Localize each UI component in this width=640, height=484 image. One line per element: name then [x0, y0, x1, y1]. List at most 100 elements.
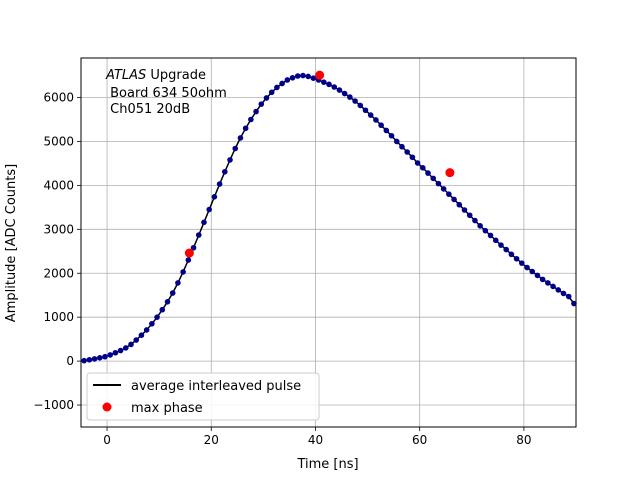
pulse-data-point: [560, 290, 567, 297]
pulse-data-point: [201, 219, 207, 226]
x-tick-label: 40: [308, 433, 323, 447]
pulse-data-point: [175, 280, 181, 286]
pulse-data-point: [310, 75, 317, 82]
annotation-line1: Upgrade: [146, 68, 206, 83]
pulse-data-point: [378, 122, 384, 129]
pulse-data-point: [289, 74, 296, 81]
svg-text:ATLAS Upgrade: ATLAS Upgrade: [105, 68, 206, 83]
pulse-data-point: [362, 107, 369, 114]
pulse-data-point: [341, 90, 348, 97]
pulse-data-point: [279, 80, 285, 87]
pulse-data-point: [248, 116, 254, 123]
pulse-data-point: [487, 232, 494, 239]
max-phase-point: [315, 70, 325, 80]
pulse-data-point: [211, 194, 218, 200]
pulse-data-point: [81, 357, 87, 364]
pulse-data-point: [263, 95, 270, 101]
pulse-data-point: [456, 201, 463, 208]
pulse-data-point: [96, 355, 103, 361]
pulse-data-point: [420, 165, 426, 171]
pulse-data-point: [550, 283, 556, 290]
pulse-data-point: [232, 145, 239, 152]
pulse-data-point: [305, 73, 311, 80]
pulse-data-point: [571, 300, 577, 307]
pulse-data-point: [409, 154, 416, 161]
pulse-data-point: [519, 260, 525, 266]
pulse-data-point: [300, 72, 306, 79]
pulse-data-point: [555, 287, 562, 293]
pulse-data-point: [258, 101, 265, 107]
pulse-data-point: [352, 98, 358, 104]
pulse-data-point: [185, 257, 192, 263]
y-tick-label: 5000: [43, 134, 74, 148]
pulse-data-point: [446, 191, 452, 197]
pulse-data-point: [472, 217, 478, 224]
pulse-data-point: [565, 293, 572, 300]
legend-label-max-phase: max phase: [131, 401, 203, 416]
pulse-data-point: [482, 227, 489, 234]
pulse-data-point: [357, 102, 364, 109]
pulse-data-point: [284, 77, 291, 83]
y-tick-label: 1000: [43, 310, 74, 324]
x-tick-label: 0: [103, 433, 111, 447]
pulse-data-point: [534, 272, 541, 279]
pulse-data-point: [294, 73, 301, 79]
pulse-data-point: [367, 112, 374, 118]
pulse-data-point: [347, 94, 353, 100]
pulse-data-point: [195, 232, 202, 238]
pulse-data-point: [268, 89, 275, 96]
annotation-italic: ATLAS: [105, 68, 146, 83]
x-axis-label: Time [ns]: [296, 457, 358, 472]
max-phase-point: [184, 248, 194, 258]
pulse-data-point: [388, 132, 395, 139]
pulse-data-point: [529, 268, 536, 275]
pulse-data-point: [414, 160, 421, 166]
pulse-data-point: [430, 175, 437, 182]
marker-layer: [81, 70, 577, 364]
pulse-data-point: [331, 84, 338, 90]
x-tick-label: 80: [516, 433, 531, 447]
pulse-data-point: [451, 196, 457, 203]
pulse-data-point: [159, 306, 166, 313]
pulse-data-point: [222, 168, 228, 175]
pulse-data-point: [326, 81, 332, 88]
pulse-data-point: [503, 246, 509, 253]
pulse-data-point: [466, 212, 473, 219]
pulse-data-point: [440, 186, 447, 192]
pulse-data-point: [404, 149, 410, 155]
pulse-data-point: [180, 269, 186, 275]
pulse-data-point: [154, 314, 160, 320]
pulse-data-point: [164, 299, 171, 305]
pulse-data-point: [242, 125, 249, 132]
y-tick-label: 0: [66, 354, 74, 368]
pulse-data-point: [133, 337, 140, 343]
annotation-line3: Ch051 20dB: [106, 102, 190, 117]
tick-layer: 0 20 40 60 80 −1000 0 1000 2000 3000 4000 5000 6000: [33, 91, 531, 447]
annotation-text: ATLAS Upgrade Board 634 50ohm Ch051 20dB: [105, 68, 227, 117]
y-tick-label: 3000: [43, 222, 74, 236]
pulse-data-point: [190, 244, 197, 251]
pulse-data-point: [138, 332, 145, 338]
pulse-data-point: [227, 157, 233, 163]
pulse-data-point: [539, 276, 546, 283]
pulse-data-point: [492, 237, 499, 244]
pulse-data-point: [216, 181, 223, 187]
pulse-data-point: [117, 347, 124, 354]
y-tick-label: 6000: [43, 91, 74, 105]
plot-frame: [80, 57, 577, 428]
legend-marker-swatch: [102, 402, 112, 412]
pulse-data-point: [393, 138, 400, 145]
pulse-data-point: [253, 108, 259, 115]
pulse-data-point: [336, 87, 343, 93]
y-tick-label: −1000: [33, 398, 74, 412]
x-tick-label: 60: [412, 433, 427, 447]
pulse-data-point: [513, 255, 520, 262]
legend-label-average: average interleaved pulse: [131, 379, 301, 394]
max-phase-point: [445, 168, 455, 178]
y-tick-label: 4000: [43, 178, 74, 192]
pulse-data-point: [399, 143, 405, 150]
pulse-data-point: [274, 84, 280, 91]
pulse-data-point: [128, 341, 134, 348]
